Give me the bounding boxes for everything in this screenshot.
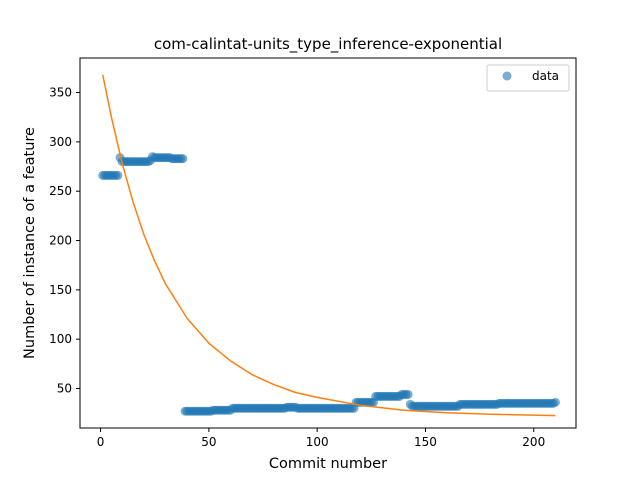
legend-box [486, 64, 570, 92]
y-tick-label: 200 [49, 234, 72, 248]
y-tick-label: 250 [49, 184, 72, 198]
y-tick-label: 350 [49, 86, 72, 100]
x-tick-label: 50 [201, 435, 216, 449]
y-tick-label: 50 [57, 382, 72, 396]
fit-curve [102, 74, 556, 417]
x-axis: 0 50 100 150 200 [97, 428, 545, 449]
x-tick-label: 0 [97, 435, 105, 449]
y-tick-label: 300 [49, 135, 72, 149]
chart-title: com-calintat-units_type_inference-expone… [154, 35, 502, 54]
x-tick-label: 200 [522, 435, 545, 449]
legend-marker-data [502, 71, 512, 81]
y-axis: 50 100 150 200 250 300 350 [49, 86, 80, 396]
y-tick-label: 150 [49, 283, 72, 297]
x-axis-label: Commit number [269, 456, 387, 472]
axes-frame [79, 57, 577, 429]
data-point [113, 170, 123, 180]
x-tick-label: 100 [306, 435, 329, 449]
y-tick-label: 100 [49, 332, 72, 346]
series-data [98, 152, 560, 416]
data-point [178, 154, 188, 164]
legend-label-data: data [532, 69, 559, 83]
x-tick-label: 150 [414, 435, 437, 449]
plot-area [98, 74, 560, 417]
y-axis-label: Number of instance of a feature [22, 127, 38, 359]
data-point [550, 397, 560, 407]
legend: data [486, 64, 570, 92]
data-point [403, 389, 413, 399]
